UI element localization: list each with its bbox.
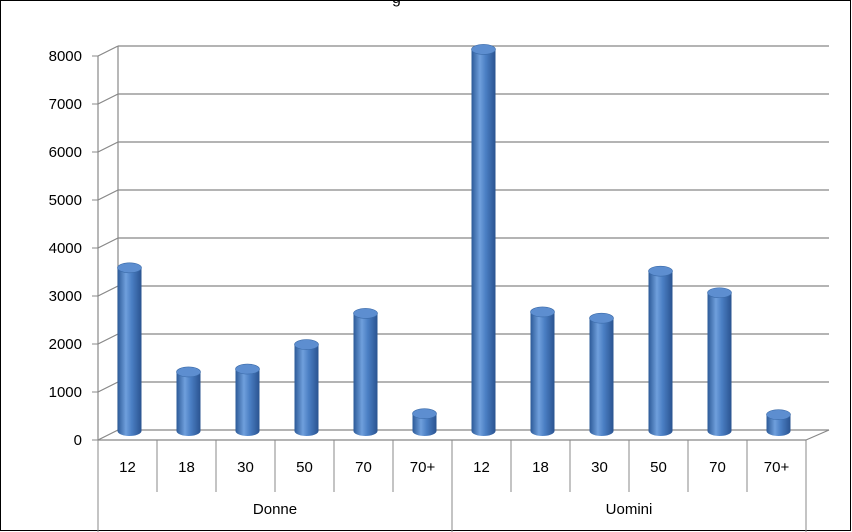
- gridline-side: [97, 381, 119, 393]
- bar-body: [176, 371, 201, 437]
- bar: [412, 408, 437, 437]
- gridline-side: [97, 93, 119, 105]
- bar: [235, 363, 260, 437]
- gridline-side: [97, 45, 119, 57]
- bar-top: [176, 366, 201, 378]
- bar-body: [117, 267, 142, 437]
- gridline-side: [97, 333, 119, 345]
- bar: [589, 312, 614, 437]
- bar-body: [412, 413, 437, 437]
- x-category-label: 70+: [764, 459, 790, 476]
- bar-top: [707, 287, 732, 299]
- bar-top: [117, 262, 142, 274]
- y-tick-label: 6000: [49, 144, 82, 161]
- y-tick-label: 0: [74, 432, 82, 449]
- bar-body: [294, 344, 319, 437]
- x-category-label: 30: [237, 459, 254, 476]
- bar-body: [471, 49, 496, 437]
- y-tick-label: 5000: [49, 192, 82, 209]
- bar: [117, 262, 142, 437]
- chart-title-fragment: g: [392, 0, 401, 8]
- gridline-side: [97, 141, 119, 153]
- bar-body: [353, 313, 378, 437]
- bar-body: [707, 292, 732, 437]
- bar: [294, 339, 319, 437]
- gridline-side: [97, 237, 119, 249]
- x-category-label: 18: [178, 459, 195, 476]
- bar: [471, 44, 496, 437]
- x-category-label: 12: [119, 459, 136, 476]
- bar: [530, 306, 555, 437]
- x-category-label: 70: [709, 459, 726, 476]
- bar-body: [589, 318, 614, 437]
- y-tick-label: 3000: [49, 288, 82, 305]
- x-category-label: 30: [591, 459, 608, 476]
- bar-body: [766, 414, 791, 437]
- x-category-label: 18: [532, 459, 549, 476]
- y-tick-label: 7000: [49, 96, 82, 113]
- bar-body: [530, 311, 555, 437]
- bar-top: [471, 44, 496, 55]
- y-tick-label: 2000: [49, 336, 82, 353]
- bar: [766, 409, 791, 437]
- x-category-label: 70+: [410, 459, 436, 476]
- axis-labels: 0 1000 2000 3000 4000 5000 6000 7000 8000 12 18 30 5…: [49, 48, 790, 518]
- bar-body: [235, 369, 260, 437]
- x-category-label: 50: [296, 459, 313, 476]
- bar: [176, 366, 201, 437]
- y-tick-label: 4000: [49, 240, 82, 257]
- x-category-label: 12: [473, 459, 490, 476]
- bar-top: [412, 408, 437, 420]
- floor-right: [805, 429, 830, 441]
- bar-body: [648, 271, 673, 437]
- gridline-side: [97, 189, 119, 201]
- gridline-side: [97, 285, 119, 297]
- bar-top: [294, 339, 319, 350]
- x-group-label: Uomini: [606, 501, 653, 518]
- bars: [117, 44, 791, 437]
- bar-top: [648, 265, 673, 277]
- bar-top: [766, 409, 791, 420]
- axes: [92, 46, 830, 532]
- bar: [648, 265, 673, 437]
- gridline-side: [97, 429, 119, 441]
- x-category-label: 70: [355, 459, 372, 476]
- y-tick-label: 1000: [49, 384, 82, 401]
- y-tick-label: 8000: [49, 48, 82, 65]
- bar-top: [353, 308, 378, 319]
- bar: [707, 287, 732, 437]
- bar: [353, 308, 378, 437]
- bar-top: [530, 306, 555, 318]
- x-group-label: Donne: [253, 501, 297, 518]
- bar-top: [589, 312, 614, 324]
- x-category-label: 50: [650, 459, 667, 476]
- bar-top: [235, 363, 260, 375]
